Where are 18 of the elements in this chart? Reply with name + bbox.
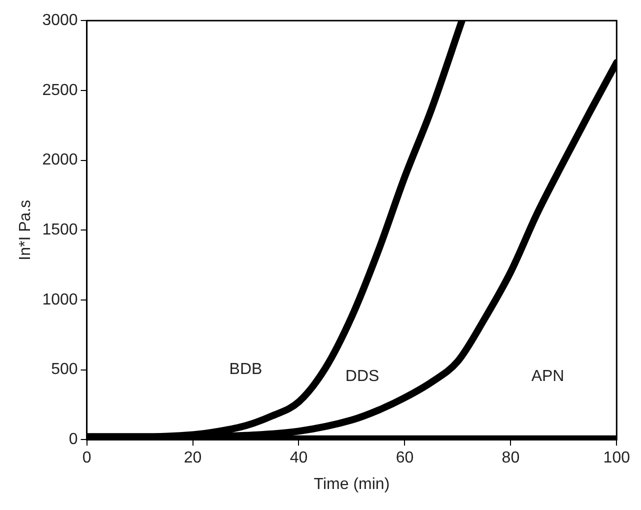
y-tick-label: 1000 xyxy=(42,291,78,308)
x-tick-label: 80 xyxy=(502,450,520,467)
annotation: DDS xyxy=(345,368,380,386)
y-tick-label: 2500 xyxy=(42,82,78,99)
y-tick-label: 2000 xyxy=(42,152,78,169)
x-tick-label: 20 xyxy=(184,450,202,467)
y-tick-label: 500 xyxy=(51,361,78,378)
y-axis-title: In*I Pa.s xyxy=(17,200,34,260)
annotation: BDB xyxy=(229,361,262,378)
x-tick-label: 0 xyxy=(82,450,92,467)
y-tick-label: 0 xyxy=(68,431,78,448)
y-tick-label: 1500 xyxy=(42,222,78,239)
x-tick-label: 40 xyxy=(290,450,308,467)
x-tick-label: 100 xyxy=(603,450,630,467)
x-axis-title: Time (min) xyxy=(314,476,390,493)
x-tick-label: 60 xyxy=(396,450,414,467)
annotation: APN xyxy=(531,368,564,386)
y-tick-label: 3000 xyxy=(42,12,78,30)
